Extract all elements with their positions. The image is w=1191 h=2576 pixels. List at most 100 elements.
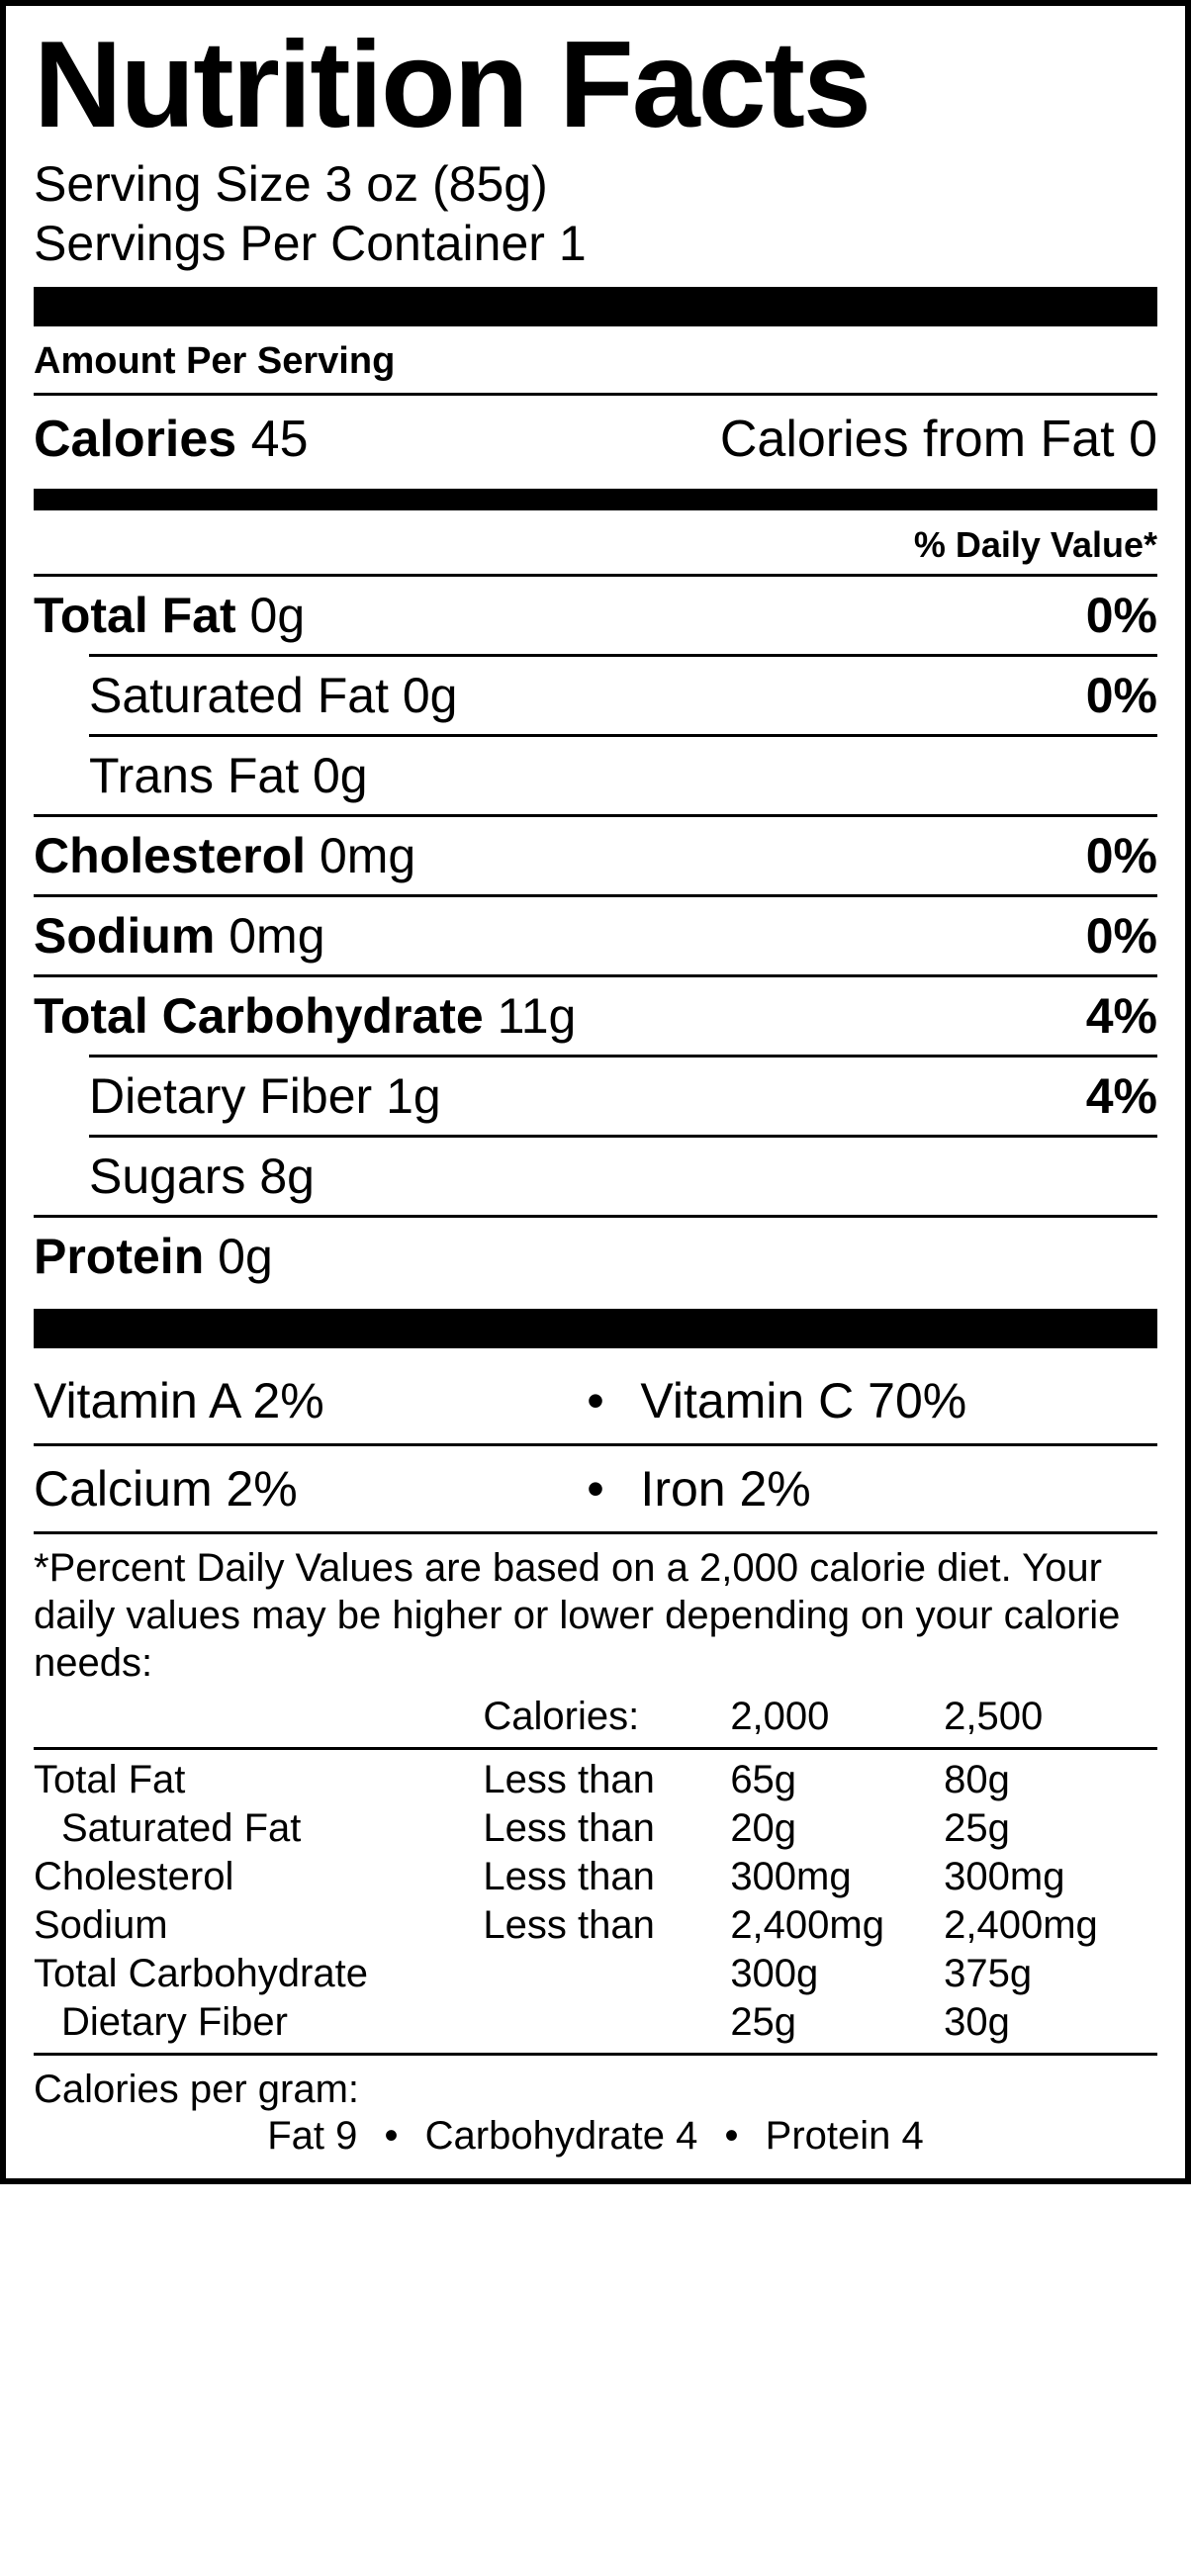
cal-per-gram-protein: Protein 4 [766,2114,924,2158]
guide-qual: Less than [483,1853,730,1901]
sat-fat-label: Saturated Fat [89,668,389,723]
bullet-icon: • [709,2114,755,2158]
guide-2500: 2,400mg [944,1901,1157,1950]
cholesterol-amount: 0mg [320,828,415,883]
nutrient-total-fat: Total Fat 0g 0% [34,574,1157,654]
guide-2000: 20g [730,1804,944,1853]
guide-2000: 300mg [730,1853,944,1901]
total-carb-label: Total Carbohydrate [34,988,484,1044]
iron-value: 2% [740,1461,811,1517]
divider [34,2053,1157,2056]
calcium-value: 2% [227,1461,298,1517]
calories-row: Calories 45 Calories from Fat 0 [34,396,1157,479]
calories-from-fat: Calories from Fat 0 [720,410,1157,469]
guide-2500: 30g [944,1998,1157,2047]
nutrient-fiber: Dietary Fiber 1g 4% [89,1055,1157,1135]
calories-left: Calories 45 [34,410,309,469]
guide-name: Dietary Fiber [34,1998,483,2047]
guide-2000: 65g [730,1756,944,1804]
label-title: Nutrition Facts [34,24,1157,146]
guide-name: Saturated Fat [34,1804,483,1853]
sodium-label: Sodium [34,908,215,964]
cal-per-gram-fat: Fat 9 [267,2114,357,2158]
guide-qual: Less than [483,1804,730,1853]
guide-row: Total FatLess than65g80g [34,1756,1157,1804]
iron: Iron 2% [640,1460,1157,1518]
guide-h-2000: 2,000 [730,1693,944,1741]
guide-name: Total Carbohydrate [34,1950,483,1998]
servings-per-label: Servings Per Container [34,216,545,271]
serving-size-label: Serving Size [34,156,312,212]
guide-h-2500: 2,500 [944,1693,1157,1741]
vitamin-row-1: Vitamin A 2% • Vitamin C 70% [34,1358,1157,1443]
guide-name: Cholesterol [34,1853,483,1901]
calcium: Calcium 2% [34,1460,551,1518]
total-carb-dv: 4% [1086,987,1157,1045]
thick-bar-2 [34,1309,1157,1348]
total-fat-sub-wrap: Saturated Fat 0g 0% Trans Fat 0g [34,654,1157,814]
calories-from-fat-value: 0 [1129,411,1157,468]
nutrient-label: Dietary Fiber 1g [89,1067,441,1125]
guide-row: SodiumLess than2,400mg2,400mg [34,1901,1157,1950]
total-fat-label: Total Fat [34,588,236,643]
nutrient-label: Cholesterol 0mg [34,827,415,884]
guide-h-calories: Calories: [483,1693,730,1741]
nutrient-sugars: Sugars 8g [89,1135,1157,1215]
guide-2500: 80g [944,1756,1157,1804]
nutrient-trans-fat: Trans Fat 0g [89,734,1157,814]
guide-qual [483,1998,730,2047]
nutrition-facts-label: Nutrition Facts Serving Size 3 oz (85g) … [0,0,1191,2184]
total-fat-amount: 0g [250,588,306,643]
sugars-label: Sugars [89,1149,245,1204]
nutrient-total-carb: Total Carbohydrate 11g 4% [34,974,1157,1055]
bullet-icon: • [369,2114,414,2158]
cal-per-gram-carb: Carbohydrate 4 [425,2114,698,2158]
protein-amount: 0g [218,1229,273,1284]
guide-qual: Less than [483,1756,730,1804]
vit-a-label: Vitamin A [34,1373,239,1428]
bullet-icon: • [551,1460,641,1518]
guide-2500: 300mg [944,1853,1157,1901]
vitamin-row-2: Calcium 2% • Iron 2% [34,1446,1157,1531]
nutrient-label: Sugars 8g [89,1148,315,1205]
trans-fat-amount: 0g [313,748,368,803]
divider [34,1747,1157,1750]
iron-label: Iron [640,1461,725,1517]
guide-row: Total Carbohydrate 300g375g [34,1950,1157,1998]
total-carb-amount: 11g [498,988,577,1044]
daily-value-header: % Daily Value* [34,516,1157,574]
guide-row: Saturated FatLess than20g25g [34,1804,1157,1853]
guide-row: CholesterolLess than300mg300mg [34,1853,1157,1901]
med-bar-1 [34,489,1157,510]
guide-qual: Less than [483,1901,730,1950]
guide-name: Sodium [34,1901,483,1950]
guide-table-body: Total FatLess than65g80gSaturated FatLes… [34,1756,1157,2047]
vit-a-value: 2% [252,1373,323,1428]
servings-per-value: 1 [559,216,587,271]
protein-label: Protein [34,1229,204,1284]
vit-c-label: Vitamin C [640,1373,854,1428]
fiber-amount: 1g [386,1068,441,1124]
calories-value: 45 [251,411,309,468]
trans-fat-label: Trans Fat [89,748,299,803]
guide-2000: 300g [730,1950,944,1998]
calcium-label: Calcium [34,1461,213,1517]
footnote-text: *Percent Daily Values are based on a 2,0… [34,1534,1157,1693]
cal-per-gram-line: Fat 9 • Carbohydrate 4 • Protein 4 [34,2112,1157,2159]
fiber-dv: 4% [1086,1067,1157,1125]
guide-header-row: Calories: 2,000 2,500 [34,1693,1157,1741]
guide-table: Calories: 2,000 2,500 [34,1693,1157,1741]
nutrient-label: Sodium 0mg [34,907,325,965]
amount-per-serving: Amount Per Serving [34,336,1157,393]
calories-label: Calories [34,411,236,468]
nutrient-label: Trans Fat 0g [89,747,368,804]
carb-sub-wrap: Dietary Fiber 1g 4% Sugars 8g [34,1055,1157,1215]
nutrient-label: Saturated Fat 0g [89,667,458,724]
sodium-dv: 0% [1086,907,1157,965]
guide-qual [483,1950,730,1998]
guide-2500: 375g [944,1950,1157,1998]
nutrient-sat-fat: Saturated Fat 0g 0% [89,654,1157,734]
nutrient-cholesterol: Cholesterol 0mg 0% [34,814,1157,894]
vitamin-a: Vitamin A 2% [34,1372,551,1429]
nutrient-protein: Protein 0g [34,1215,1157,1295]
